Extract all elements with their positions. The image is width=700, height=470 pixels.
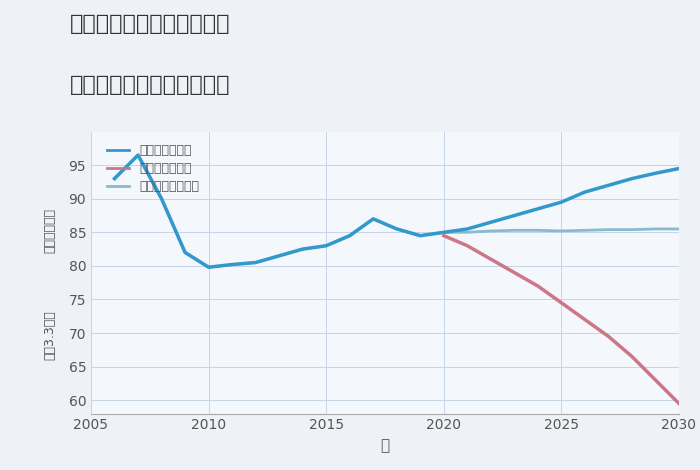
ノーマルシナリオ: [251, 260, 260, 266]
グッドシナリオ: [275, 253, 284, 258]
グッドシナリオ: [440, 229, 448, 235]
ノーマルシナリオ: [440, 229, 448, 235]
グッドシナリオ: [604, 182, 612, 188]
グッドシナリオ: [228, 262, 237, 267]
ノーマルシナリオ: [369, 216, 377, 222]
グッドシナリオ: [463, 226, 472, 232]
グッドシナリオ: [134, 152, 142, 158]
Text: 三重県桑名市多度町力尾の: 三重県桑名市多度町力尾の: [70, 14, 230, 34]
グッドシナリオ: [557, 199, 566, 205]
グッドシナリオ: [158, 196, 166, 202]
ノーマルシナリオ: [486, 228, 495, 234]
バッドシナリオ: [463, 243, 472, 249]
Text: 坪（3.3㎡）: 坪（3.3㎡）: [43, 310, 56, 360]
グッドシナリオ: [251, 260, 260, 266]
グッドシナリオ: [628, 176, 636, 181]
ノーマルシナリオ: [628, 227, 636, 233]
グッドシナリオ: [510, 213, 519, 219]
グッドシナリオ: [533, 206, 542, 212]
ノーマルシナリオ: [604, 227, 612, 233]
ノーマルシナリオ: [111, 176, 119, 181]
Legend: グッドシナリオ, バッドシナリオ, ノーマルシナリオ: グッドシナリオ, バッドシナリオ, ノーマルシナリオ: [103, 141, 203, 197]
バッドシナリオ: [533, 283, 542, 289]
グッドシナリオ: [111, 176, 119, 181]
グッドシナリオ: [181, 250, 189, 255]
グッドシナリオ: [204, 265, 213, 270]
ノーマルシナリオ: [134, 152, 142, 158]
バッドシナリオ: [510, 270, 519, 275]
ノーマルシナリオ: [275, 253, 284, 258]
ノーマルシナリオ: [298, 246, 307, 252]
バッドシナリオ: [557, 300, 566, 306]
ノーマルシナリオ: [463, 229, 472, 235]
グッドシナリオ: [393, 226, 401, 232]
ノーマルシナリオ: [346, 233, 354, 238]
ノーマルシナリオ: [675, 226, 683, 232]
Line: グッドシナリオ: グッドシナリオ: [115, 155, 679, 267]
Line: ノーマルシナリオ: ノーマルシナリオ: [115, 155, 679, 267]
バッドシナリオ: [651, 377, 659, 383]
ノーマルシナリオ: [557, 228, 566, 234]
バッドシナリオ: [581, 317, 589, 322]
バッドシナリオ: [604, 334, 612, 339]
グッドシナリオ: [298, 246, 307, 252]
ノーマルシナリオ: [228, 262, 237, 267]
グッドシナリオ: [675, 166, 683, 172]
グッドシナリオ: [346, 233, 354, 238]
グッドシナリオ: [651, 171, 659, 176]
バッドシナリオ: [486, 256, 495, 262]
ノーマルシナリオ: [651, 226, 659, 232]
ノーマルシナリオ: [510, 227, 519, 233]
ノーマルシナリオ: [158, 196, 166, 202]
ノーマルシナリオ: [322, 243, 330, 249]
ノーマルシナリオ: [393, 226, 401, 232]
X-axis label: 年: 年: [380, 438, 390, 453]
グッドシナリオ: [369, 216, 377, 222]
グッドシナリオ: [322, 243, 330, 249]
ノーマルシナリオ: [181, 250, 189, 255]
グッドシナリオ: [416, 233, 424, 238]
Text: 中古マンションの価格推移: 中古マンションの価格推移: [70, 75, 230, 95]
Text: 単価（万円）: 単価（万円）: [43, 208, 56, 253]
ノーマルシナリオ: [204, 265, 213, 270]
グッドシナリオ: [581, 189, 589, 195]
Line: バッドシナリオ: バッドシナリオ: [444, 235, 679, 404]
バッドシナリオ: [675, 401, 683, 407]
バッドシナリオ: [440, 233, 448, 238]
ノーマルシナリオ: [581, 227, 589, 233]
グッドシナリオ: [486, 219, 495, 225]
バッドシナリオ: [628, 354, 636, 360]
ノーマルシナリオ: [416, 233, 424, 238]
ノーマルシナリオ: [533, 227, 542, 233]
